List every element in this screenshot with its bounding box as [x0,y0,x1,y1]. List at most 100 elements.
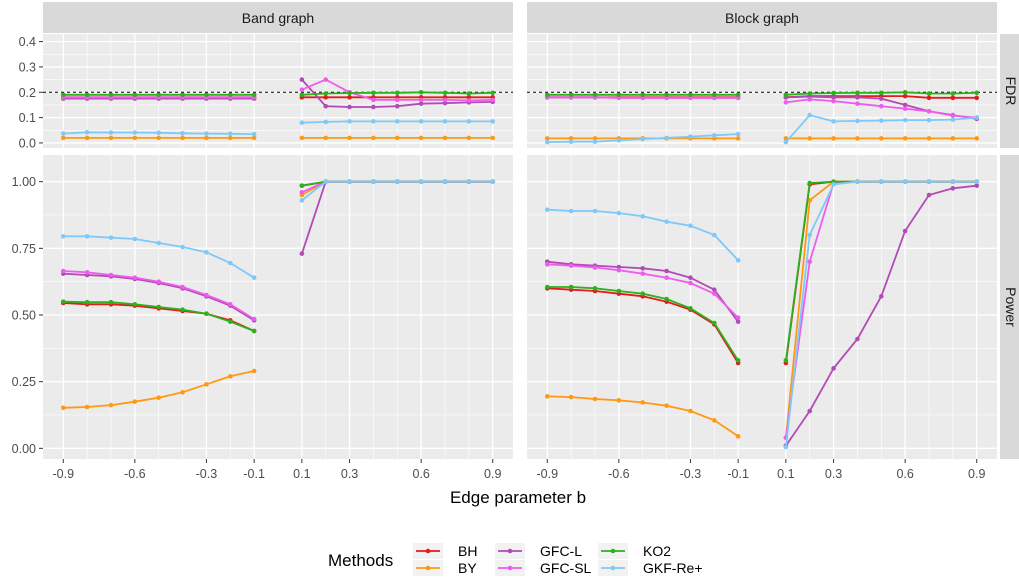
data-point-gfc-l [371,104,376,110]
data-point-gkf-re+ [347,119,352,124]
data-point-gkf-re+ [688,223,693,228]
data-point-by [251,368,257,374]
data-point-gkf-re+ [950,117,956,122]
strip-block-bg [527,2,997,33]
data-point-by [371,135,376,141]
data-point-gfc-sl [807,97,813,102]
y-tick-label: 0.4 [19,35,36,49]
data-point-gfc-sl [490,97,496,103]
data-point-gfc-sl [831,98,836,104]
x-tick-label: -0.6 [608,467,630,481]
data-point-bh [902,93,908,99]
data-point-ko2 [394,90,400,96]
data-point-ko2 [156,92,162,98]
data-point-gfc-sl [466,98,472,103]
data-point-gfc-sl [616,267,622,273]
data-point-gkf-re+ [60,131,66,136]
data-point-gkf-re+ [902,179,908,184]
data-point-by [568,394,574,400]
data-point-ko2 [60,299,66,304]
data-point-ko2 [735,92,741,98]
data-point-by [227,374,233,379]
data-point-gkf-re+ [878,179,884,184]
data-point-by [783,136,789,141]
x-tick-label: -0.6 [124,467,146,481]
data-point-gfc-l [855,95,860,100]
data-point-ko2 [974,90,980,96]
data-point-gfc-sl [735,315,741,320]
data-point-gkf-re+ [299,198,305,203]
data-point-gkf-re+ [251,275,257,280]
data-point-bh [974,95,980,101]
data-point-by [466,135,472,141]
data-point-gkf-re+ [974,115,980,120]
data-point-ko2 [544,284,550,290]
legend-key-point [425,565,431,571]
data-point-by [251,135,257,141]
x-tick-label: 0.1 [293,467,310,481]
panel-band-power [60,179,496,411]
data-point-by [974,136,980,141]
strip-power-bg [1000,155,1019,459]
x-tick-label: -0.1 [727,467,749,481]
data-point-gkf-re+ [855,179,860,184]
data-point-by [878,136,884,141]
x-tick-label: 0.9 [968,467,985,481]
data-point-gfc-l [807,408,813,414]
data-point-ko2 [568,284,574,290]
data-point-gfc-l [926,192,932,198]
data-point-gkf-re+ [568,208,574,214]
data-point-gfc-l [688,275,693,280]
data-point-ko2 [688,306,693,311]
data-point-ko2 [466,91,472,96]
data-point-ko2 [132,92,138,98]
data-point-gfc-sl [926,108,932,114]
data-point-ko2 [616,288,622,294]
x-tick-label: 0.1 [777,467,794,481]
data-point-ko2 [688,92,693,98]
data-point-ko2 [544,92,550,98]
data-point-ko2 [251,92,257,98]
legend-key-point [425,548,431,554]
data-point-gfc-l [902,102,908,108]
data-point-by [568,136,574,141]
data-point-gkf-re+ [807,232,813,238]
data-point-gfc-sl [323,77,329,82]
legend-label: GFC-L [540,543,582,559]
data-point-gfc-sl [227,302,233,307]
data-point-gfc-sl [544,262,550,267]
data-point-ko2 [568,92,574,98]
panel-background [527,34,997,148]
data-point-bh [323,95,329,100]
data-point-gkf-re+ [299,120,305,125]
data-point-gfc-sl [251,316,257,322]
legend-label: BY [458,560,477,576]
data-point-gkf-re+ [807,112,813,118]
data-point-gkf-re+ [735,131,741,137]
data-point-ko2 [711,320,717,326]
data-point-gkf-re+ [323,179,329,184]
data-point-gfc-sl [950,113,956,118]
data-point-gfc-l [442,100,448,106]
legend-key-point [610,565,616,571]
data-point-gkf-re+ [394,179,400,184]
data-point-gfc-sl [592,265,598,270]
data-point-by [418,135,424,141]
data-point-gfc-l [878,96,884,101]
data-point-gfc-sl [84,270,90,275]
data-point-by [490,135,496,141]
data-point-gkf-re+ [878,118,884,123]
data-point-ko2 [807,180,813,186]
data-point-gfc-sl [108,272,114,278]
data-point-gkf-re+ [108,130,114,135]
data-point-ko2 [855,90,860,96]
data-point-ko2 [640,92,646,98]
legend-key-point [507,548,513,554]
data-point-gkf-re+ [544,139,550,145]
data-point-gkf-re+ [592,139,598,144]
data-point-gkf-re+ [592,208,598,214]
axes: 0.0 0.1 0.2 0.3 0.4 0.00 0.25 0.50 0.75 1.00 -0.9 -… [12,35,986,481]
data-point-gkf-re+ [60,234,66,239]
